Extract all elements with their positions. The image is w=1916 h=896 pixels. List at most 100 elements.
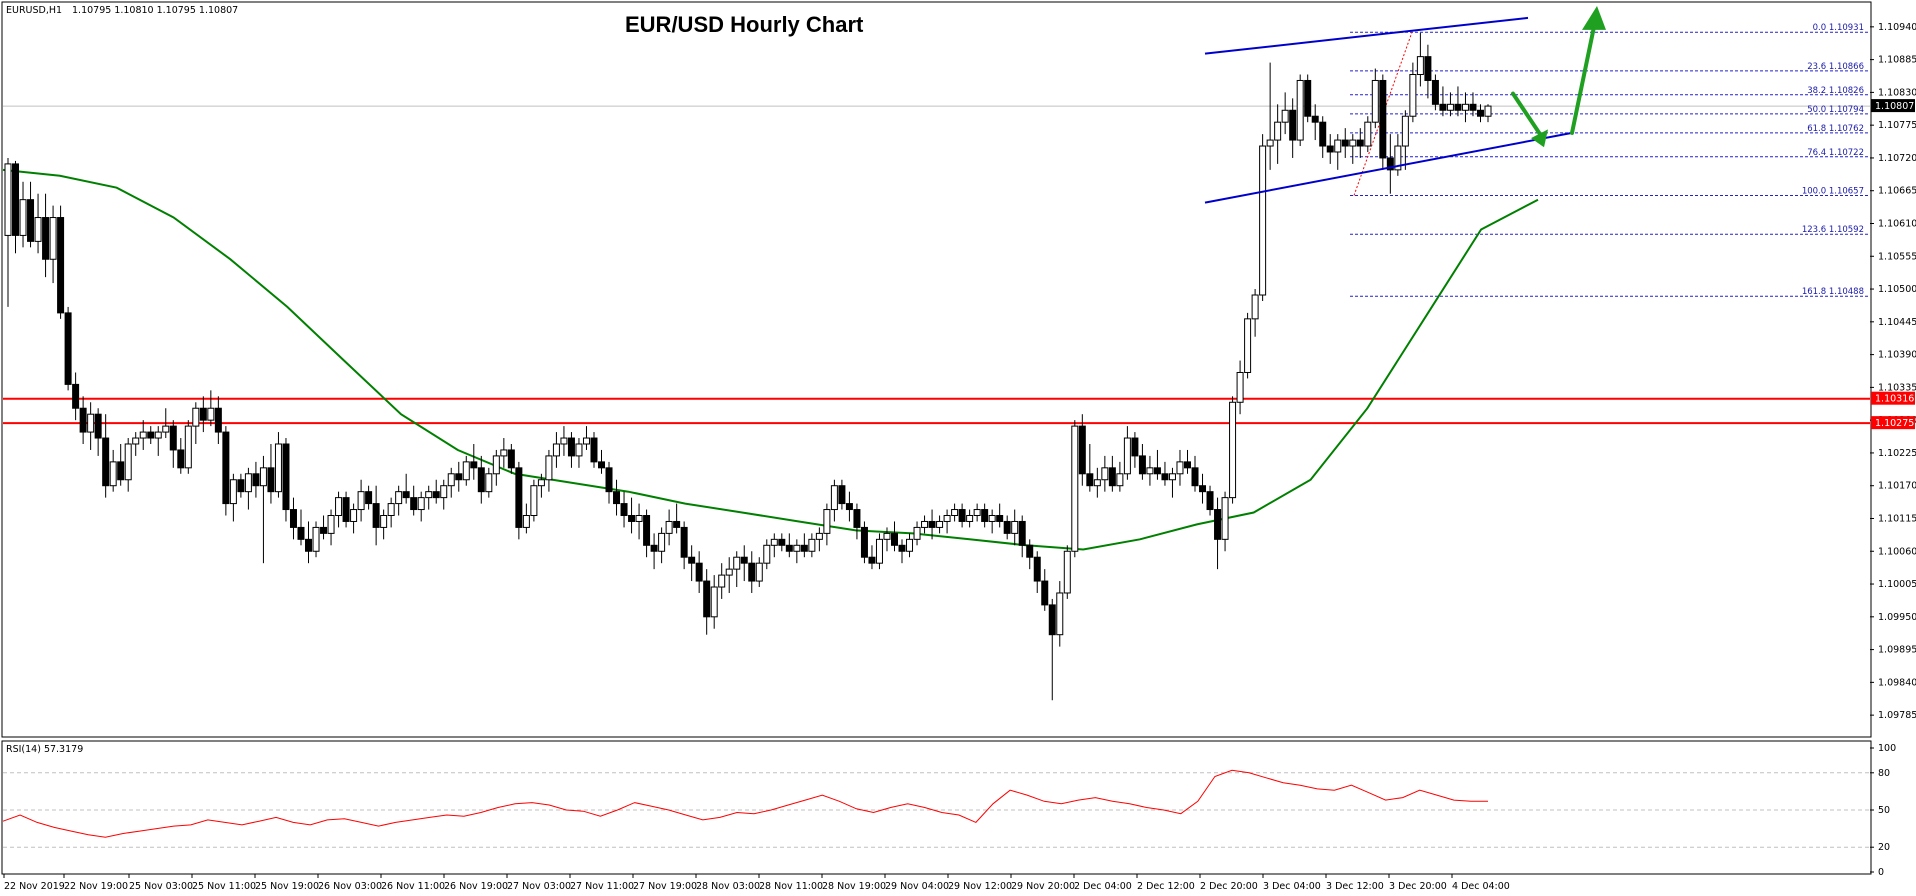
candle (845, 491, 853, 522)
symbol-label: EURUSD,H1 (6, 5, 62, 16)
bearish-candle-body (1289, 109, 1297, 141)
resistance-tag (1871, 391, 1915, 405)
candle (1078, 414, 1086, 486)
rsi-tick-label: 0 (1878, 867, 1884, 878)
candle (289, 497, 297, 540)
bullish-candle-body (132, 437, 140, 445)
candle (1281, 92, 1289, 135)
bullish-candle-body (485, 473, 493, 493)
rsi-label: RSI(14) 57.3179 (6, 744, 83, 755)
time-tick-label: 27 Nov 19:00 (633, 881, 697, 892)
bearish-candle-body (981, 509, 989, 522)
bullish-candle-body (733, 556, 741, 570)
candle (132, 432, 140, 456)
bullish-candle-body (124, 443, 132, 481)
bullish-candle-body (207, 407, 215, 421)
time-tick-label: 4 Dec 04:00 (1452, 881, 1510, 892)
candle (154, 426, 162, 456)
candle (192, 402, 200, 444)
bullish-candle-body (387, 503, 395, 517)
bearish-candle-body (703, 580, 711, 618)
candle (1356, 128, 1364, 158)
channel-upper-line (1204, 16, 1529, 55)
rsi-panel-frame (1, 740, 1872, 875)
candle (1424, 44, 1432, 99)
bearish-candle-body (1319, 121, 1327, 147)
candle (4, 157, 12, 307)
bearish-candle-body (890, 532, 898, 546)
fib-level-label: 23.6 1.10866 (1807, 62, 1864, 72)
bearish-candle-body (1386, 157, 1394, 171)
bullish-candle-body (823, 509, 831, 534)
rsi-tick-label: 50 (1878, 805, 1890, 816)
bullish-candle-body (545, 455, 553, 481)
bearish-candle-body (1153, 467, 1161, 475)
candle (1236, 360, 1244, 415)
bearish-candle-body (27, 199, 35, 242)
channel-lower-line (1204, 131, 1573, 204)
rsi-tick-label: 100 (1878, 743, 1896, 754)
candle (1259, 134, 1267, 301)
bearish-candle-body (282, 443, 290, 511)
candle (658, 527, 666, 564)
candle (1138, 443, 1146, 480)
candle (943, 509, 951, 534)
candle (342, 491, 350, 528)
candle (793, 539, 801, 564)
bearish-candle-body (1138, 455, 1146, 475)
bearish-candle-body (868, 556, 876, 564)
candle (49, 205, 57, 284)
candle (267, 443, 275, 504)
bullish-candle-body (951, 509, 959, 517)
candle (492, 449, 500, 486)
candle (740, 545, 748, 582)
time-tick-label: 25 Nov 11:00 (192, 881, 256, 892)
candle (1461, 92, 1469, 123)
bearish-candle-body (605, 467, 613, 493)
bullish-candle-body (1251, 294, 1259, 320)
bearish-candle-body (860, 526, 868, 558)
candle (853, 503, 861, 540)
candle (27, 181, 35, 248)
candle (57, 205, 65, 319)
bearish-candle-body (598, 461, 606, 469)
candle (1041, 569, 1049, 611)
candle (815, 527, 823, 552)
candle (928, 509, 936, 540)
bearish-candle-body (237, 479, 245, 493)
bearish-candle-body (1214, 509, 1222, 540)
bearish-candle-body (1191, 467, 1199, 487)
bullish-candle-body (635, 515, 643, 522)
bullish-candle-body (936, 520, 944, 528)
candle (545, 449, 553, 492)
candle (274, 432, 282, 498)
time-tick-label: 26 Nov 03:00 (318, 881, 382, 892)
bullish-candle-body (537, 479, 545, 487)
bearish-candle-body (1341, 139, 1349, 147)
bullish-candle-body (1484, 105, 1492, 117)
bullish-candle-body (1168, 473, 1176, 481)
main-panel-frame (1, 1, 1872, 738)
bullish-candle-body (154, 431, 162, 439)
bearish-candle-body (372, 503, 380, 528)
fib-level-label: 38.2 1.10826 (1807, 86, 1864, 96)
bullish-candle-body (447, 473, 455, 487)
time-tick-label: 2 Dec 20:00 (1200, 881, 1258, 892)
bullish-candle-body (192, 407, 200, 427)
bearish-candle-body (1379, 79, 1387, 159)
arrow-down-head (1531, 129, 1548, 148)
price-tick-label: 1.10390 (1878, 350, 1916, 361)
candle (320, 515, 328, 540)
bullish-candle-body (1274, 121, 1282, 141)
time-tick-label: 29 Nov 20:00 (1011, 881, 1075, 892)
bullish-candle-body (1244, 318, 1252, 373)
candle (560, 426, 568, 456)
candle (1304, 74, 1312, 123)
time-tick-label: 2 Dec 12:00 (1137, 881, 1195, 892)
candle (1168, 467, 1176, 498)
price-tick-label: 1.09950 (1878, 612, 1916, 623)
candle (1409, 62, 1417, 123)
bullish-candle-body (718, 574, 726, 588)
candle (365, 485, 373, 510)
candle (1446, 92, 1454, 117)
